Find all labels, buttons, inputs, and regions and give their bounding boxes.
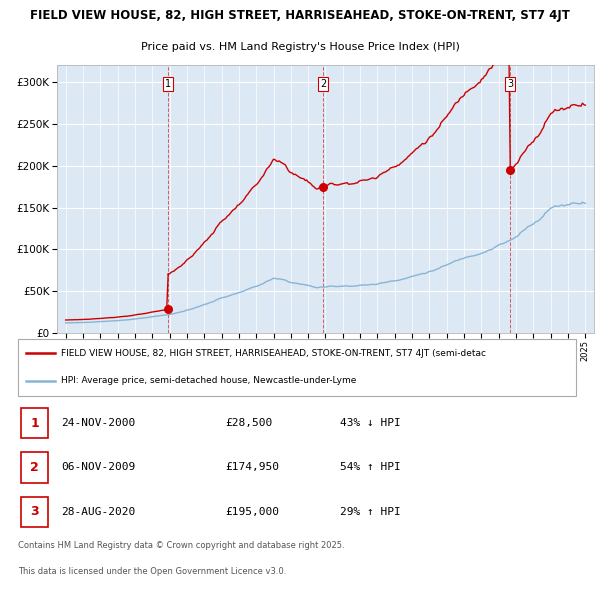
Text: £174,950: £174,950: [225, 463, 279, 473]
Text: HPI: Average price, semi-detached house, Newcastle-under-Lyme: HPI: Average price, semi-detached house,…: [61, 376, 356, 385]
Text: 54% ↑ HPI: 54% ↑ HPI: [340, 463, 401, 473]
Text: 2: 2: [30, 461, 39, 474]
Text: 3: 3: [507, 78, 513, 88]
Point: [318, 182, 328, 191]
Text: 1: 1: [165, 78, 171, 88]
FancyBboxPatch shape: [20, 408, 48, 438]
Text: Contains HM Land Registry data © Crown copyright and database right 2025.: Contains HM Land Registry data © Crown c…: [18, 542, 344, 550]
Point: [505, 165, 515, 175]
Text: 06-NOV-2009: 06-NOV-2009: [61, 463, 135, 473]
Text: 3: 3: [30, 505, 39, 518]
Text: £195,000: £195,000: [225, 507, 279, 517]
Text: £28,500: £28,500: [225, 418, 272, 428]
Text: 2: 2: [320, 78, 326, 88]
Text: 43% ↓ HPI: 43% ↓ HPI: [340, 418, 401, 428]
Text: FIELD VIEW HOUSE, 82, HIGH STREET, HARRISEAHEAD, STOKE-ON-TRENT, ST7 4JT: FIELD VIEW HOUSE, 82, HIGH STREET, HARRI…: [30, 9, 570, 22]
Text: Price paid vs. HM Land Registry's House Price Index (HPI): Price paid vs. HM Land Registry's House …: [140, 42, 460, 52]
Text: 24-NOV-2000: 24-NOV-2000: [61, 418, 135, 428]
Text: 28-AUG-2020: 28-AUG-2020: [61, 507, 135, 517]
FancyBboxPatch shape: [20, 497, 48, 527]
Text: 29% ↑ HPI: 29% ↑ HPI: [340, 507, 401, 517]
Point: [163, 304, 173, 314]
FancyBboxPatch shape: [18, 339, 577, 396]
Text: 1: 1: [30, 417, 39, 430]
FancyBboxPatch shape: [20, 452, 48, 483]
Text: FIELD VIEW HOUSE, 82, HIGH STREET, HARRISEAHEAD, STOKE-ON-TRENT, ST7 4JT (semi-d: FIELD VIEW HOUSE, 82, HIGH STREET, HARRI…: [61, 349, 486, 358]
Text: This data is licensed under the Open Government Licence v3.0.: This data is licensed under the Open Gov…: [18, 566, 286, 576]
